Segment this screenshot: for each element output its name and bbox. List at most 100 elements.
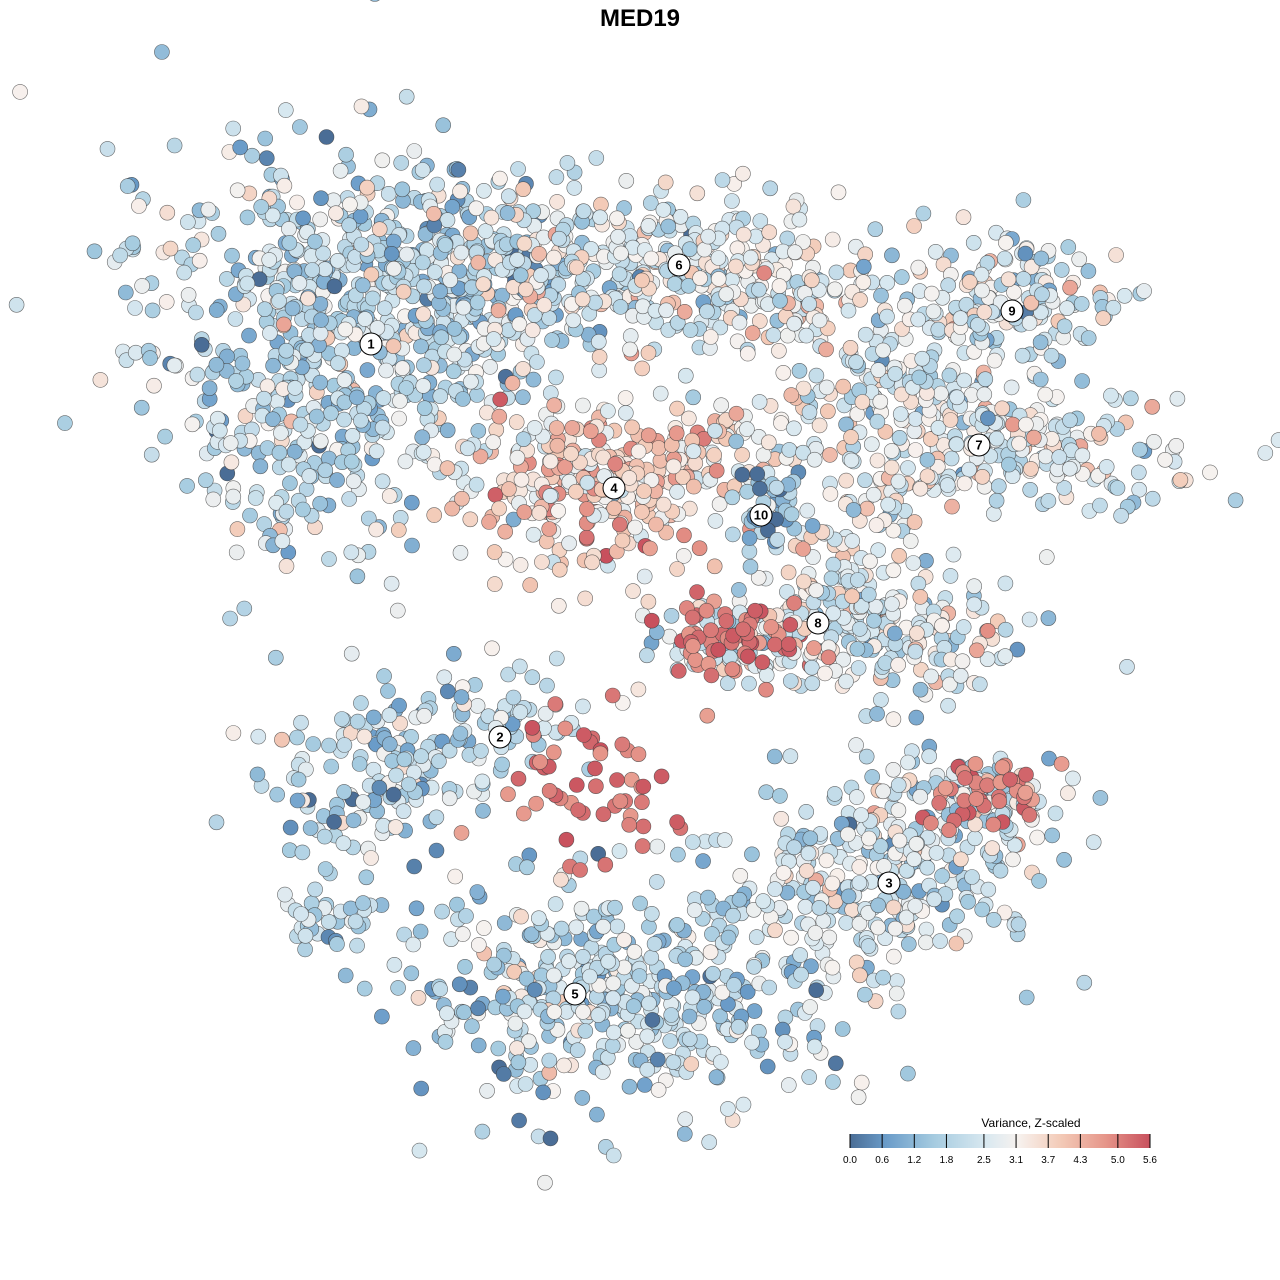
scatter-point: [1010, 916, 1027, 933]
scatter-point: [806, 1038, 823, 1055]
scatter-point: [840, 826, 856, 843]
scatter-point: [658, 302, 674, 319]
scatter-point: [509, 251, 525, 268]
scatter-point: [374, 419, 391, 436]
scatter-point: [766, 748, 783, 765]
scatter-point: [354, 277, 371, 294]
scatter-point: [630, 443, 647, 460]
scatter-point: [683, 1056, 700, 1072]
scatter-point: [550, 276, 567, 293]
scatter-point: [590, 845, 607, 862]
scatter-point: [994, 400, 1011, 417]
scatter-point: [954, 653, 971, 670]
scatter-point: [851, 621, 868, 637]
scatter-point: [332, 163, 349, 179]
scatter-point: [964, 869, 980, 885]
scatter-point: [551, 230, 567, 247]
scatter-point: [701, 1134, 718, 1150]
scatter-point: [808, 367, 825, 384]
scatter-point: [517, 1076, 534, 1092]
scatter-point: [780, 636, 797, 652]
cluster-label-2: 2: [488, 725, 512, 749]
scatter-point: [967, 756, 984, 772]
legend-tick-label: 5.6: [1143, 1155, 1157, 1166]
scatter-point: [531, 505, 548, 521]
scatter-point: [625, 583, 641, 599]
scatter-point: [395, 803, 412, 820]
scatter-point: [524, 719, 541, 736]
cluster-label-circle: [967, 433, 991, 457]
scatter-point: [536, 297, 553, 313]
scatter-point: [763, 619, 779, 635]
scatter-point: [305, 736, 322, 752]
scatter-point: [777, 1034, 793, 1050]
scatter-point: [511, 1112, 527, 1129]
scatter-point: [180, 214, 196, 230]
scatter-point: [300, 290, 316, 307]
scatter-point: [404, 537, 420, 554]
scatter-point: [699, 707, 716, 724]
scatter-point: [716, 832, 733, 848]
scatter-point: [609, 772, 625, 788]
scatter-point: [133, 399, 150, 416]
scatter-point: [477, 223, 494, 239]
scatter-point: [708, 1069, 725, 1085]
scatter-point: [241, 327, 257, 344]
scatter-point: [948, 436, 965, 453]
scatter-point: [268, 494, 285, 511]
scatter-point: [546, 967, 562, 984]
scatter-point: [822, 447, 838, 463]
scatter-point: [897, 297, 913, 314]
scatter-point: [429, 176, 446, 193]
scatter-point: [292, 119, 308, 135]
scatter-point: [292, 416, 309, 433]
scatter-point: [1051, 449, 1067, 465]
scatter-point: [487, 487, 504, 503]
scatter-point: [1044, 827, 1060, 844]
scatter-point: [439, 683, 456, 700]
scatter-point: [490, 302, 507, 319]
scatter-point: [573, 900, 590, 917]
scatter-point: [546, 397, 563, 414]
scatter-point: [724, 489, 741, 506]
scatter-point: [406, 858, 423, 875]
scatter-point: [779, 584, 795, 600]
scatter-point: [727, 258, 744, 275]
scatter-point: [572, 862, 588, 878]
scatter-point: [146, 377, 162, 394]
scatter-point: [915, 205, 932, 222]
scatter-point: [312, 211, 329, 228]
scatter-point: [166, 137, 183, 154]
legend-tick-label: 0.6: [875, 1155, 889, 1166]
scatter-point: [469, 294, 486, 311]
scatter-point: [225, 120, 241, 137]
scatter-point: [775, 364, 792, 381]
scatter-point: [921, 748, 938, 765]
scatter-point: [902, 533, 919, 549]
scatter-point: [385, 338, 402, 355]
scatter-point: [609, 918, 626, 935]
scatter-point: [801, 296, 818, 312]
scatter-point: [1037, 386, 1054, 403]
scatter-point: [234, 355, 251, 372]
scatter-point: [491, 500, 507, 517]
scatter-point: [955, 209, 972, 225]
scatter-point: [341, 491, 358, 507]
scatter-point: [749, 466, 766, 482]
scatter-point: [890, 656, 907, 673]
scatter-point: [439, 212, 456, 228]
scatter-point: [595, 449, 612, 466]
scatter-point: [988, 430, 1005, 447]
scatter-point: [281, 235, 298, 251]
scatter-point: [356, 728, 373, 745]
scatter-point: [720, 929, 737, 946]
scatter-point: [945, 546, 962, 563]
scatter-point: [391, 697, 407, 714]
scatter-point: [640, 218, 657, 234]
scatter-point: [1011, 435, 1027, 452]
scatter-point: [428, 842, 445, 859]
scatter-point: [426, 507, 443, 523]
scatter-point: [956, 372, 973, 389]
cluster-label-text: 5: [571, 987, 578, 1002]
scatter-point: [704, 926, 720, 942]
